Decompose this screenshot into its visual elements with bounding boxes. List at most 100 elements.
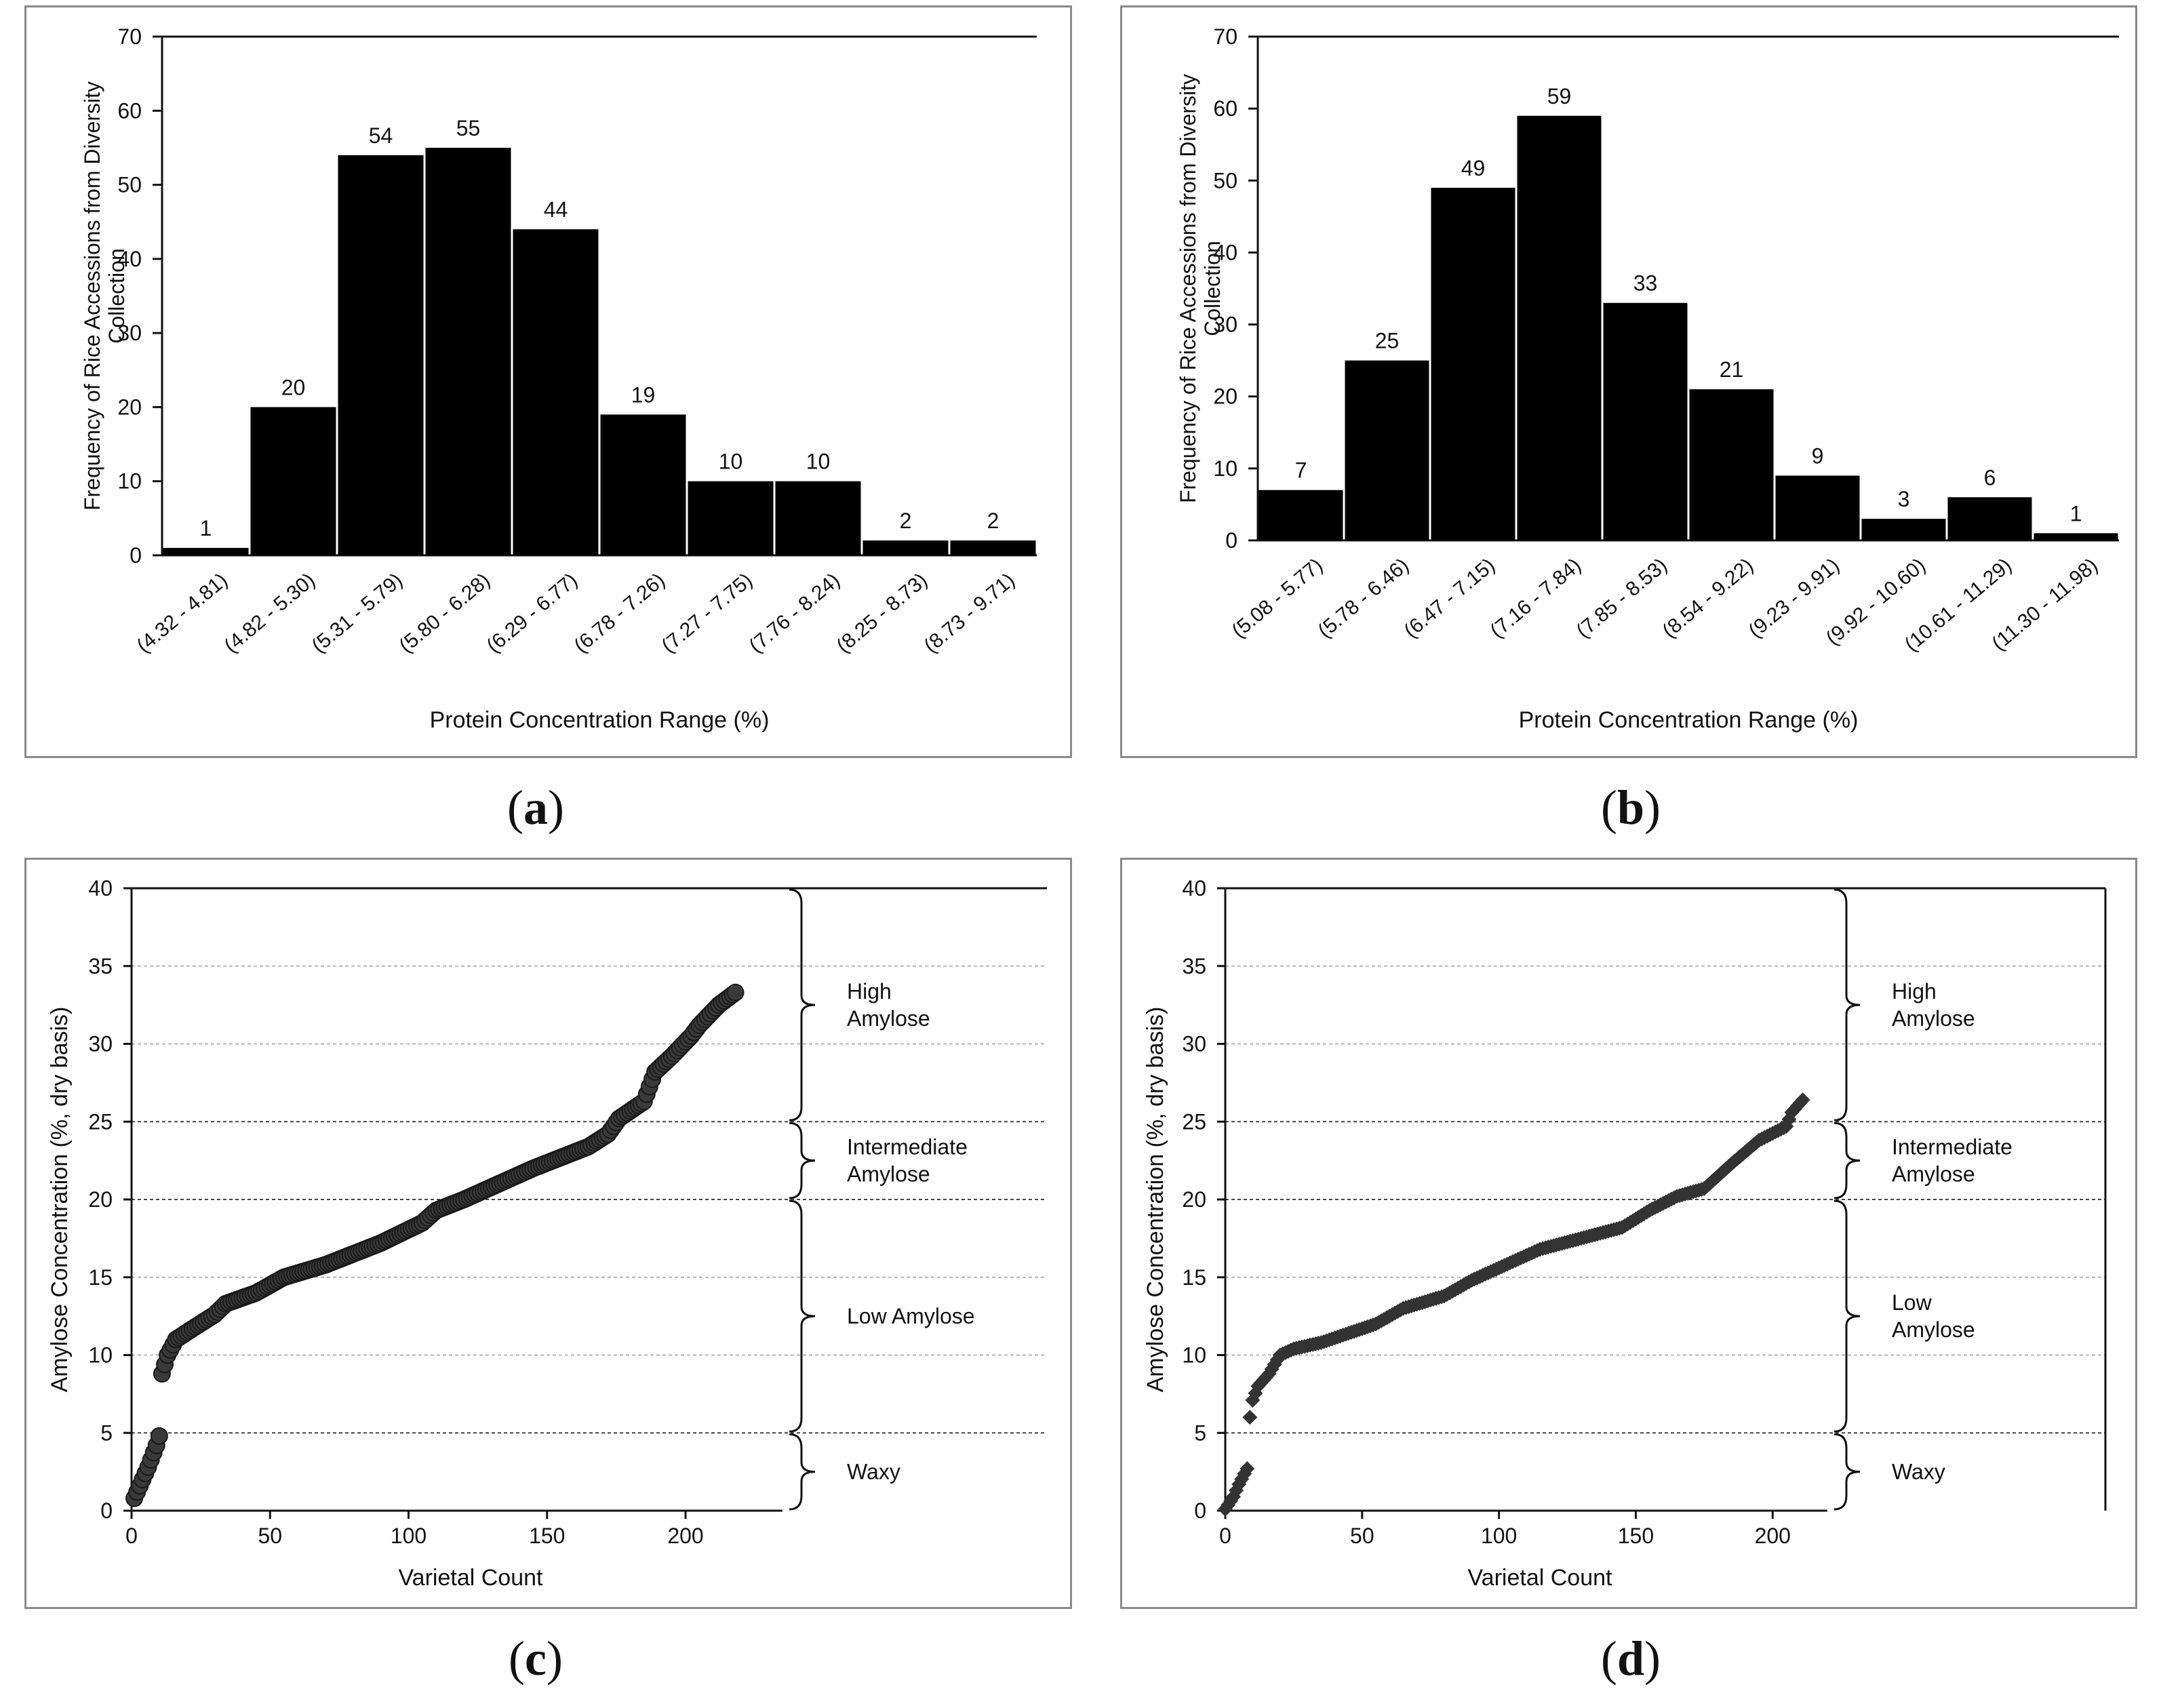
y-tick-label: 30 <box>117 321 142 345</box>
chart-a-svg: 0 10 20 30 40 50 60 70 1 (4.32 - 4.81) 20 (4.82 - 5… <box>80 24 1037 733</box>
bar-7 <box>688 481 774 555</box>
range-label: High Amylose <box>1892 979 1975 1031</box>
x-tick-label: 150 <box>529 1524 565 1548</box>
y-axis-title-line: Collection <box>104 248 129 344</box>
y-tick-label: 10 <box>88 1343 113 1368</box>
y-tick-label: 20 <box>117 395 142 419</box>
range-bracket <box>789 888 816 1121</box>
x-category-label: (7.76 - 8.24) <box>745 569 844 657</box>
x-category-label: (5.08 - 5.77) <box>1228 554 1327 642</box>
range-label-line: Waxy <box>847 1460 900 1484</box>
y-tick-label: 30 <box>88 1032 113 1056</box>
x-tick-label: 50 <box>1350 1524 1374 1548</box>
bar-9 <box>863 540 949 555</box>
bar-data-label: 1 <box>2070 501 2082 525</box>
range-bracket <box>1833 888 1861 1121</box>
y-tick-label: 30 <box>1182 1032 1206 1056</box>
bar-8 <box>1861 519 1946 540</box>
x-tick-label: 200 <box>1755 1524 1791 1548</box>
bar-9 <box>1947 497 2032 540</box>
y-tick-label: 50 <box>1213 168 1237 193</box>
range-label-line: Low <box>1892 1290 1932 1315</box>
bar-6 <box>1689 389 1774 540</box>
data-point <box>1779 1119 1794 1134</box>
range-label-line: Amylose <box>1892 1317 1975 1342</box>
range-label: Low Amylose <box>1892 1290 1975 1342</box>
x-tick-label: 0 <box>125 1524 138 1548</box>
y-tick-label: 15 <box>88 1265 113 1290</box>
bar-4 <box>425 147 511 555</box>
y-axis-title: Frequency of Rice Accessions from Divers… <box>1176 74 1225 503</box>
x-tick-label: 200 <box>667 1524 703 1548</box>
x-category-label: (4.82 - 5.30) <box>220 569 319 657</box>
range-bracket <box>789 1121 816 1199</box>
data-point <box>1242 1410 1258 1425</box>
bar-3 <box>1431 187 1515 540</box>
bar-10 <box>2034 533 2118 540</box>
caption-b: (b) <box>1600 780 1661 835</box>
data-point <box>1245 1393 1261 1408</box>
x-category-label: (5.31 - 5.79) <box>308 569 407 657</box>
y-tick-label: 70 <box>1213 24 1237 49</box>
bar-4 <box>1517 115 1602 540</box>
chart-panel-d: 0 5 10 15 20 25 30 35 40 0 50 100 150 200 High Amylose I… <box>1120 858 2137 1609</box>
y-tick-label: 40 <box>1213 240 1237 264</box>
range-label-line: Amylose <box>1892 1162 1975 1187</box>
range-label-line: Amylose <box>847 1162 930 1187</box>
range-label-line: Intermediate <box>1892 1135 2013 1159</box>
y-tick-label: 10 <box>1182 1343 1206 1368</box>
data-point <box>1226 1489 1242 1505</box>
range-label-line: Low Amylose <box>847 1304 975 1328</box>
bar-data-label: 19 <box>631 382 656 407</box>
bar-data-label: 9 <box>1812 443 1824 468</box>
bar-10 <box>950 540 1036 555</box>
y-tick-label: 35 <box>1182 954 1206 978</box>
data-point <box>150 1427 168 1445</box>
bar-3 <box>338 155 424 555</box>
y-tick-label: 5 <box>100 1421 113 1445</box>
x-tick-label: 150 <box>1618 1524 1654 1548</box>
range-label: Intermediate Amylose <box>847 1135 968 1187</box>
bar-1 <box>1258 490 1343 540</box>
range-label-line: High <box>1892 979 1937 1004</box>
y-axis-title: Amylose Concentration (%, dry basis) <box>1143 1007 1168 1393</box>
chart-panel-b: 0 10 20 30 40 50 60 70 7 (5.08 - 5.77) 25 (5.78 - 6… <box>1120 5 2137 758</box>
bar-data-label: 10 <box>719 450 743 474</box>
y-tick-label: 25 <box>1182 1109 1206 1134</box>
chart-b-svg: 0 10 20 30 40 50 60 70 7 (5.08 - 5.77) 25 (5.78 - 6… <box>1176 24 2119 733</box>
bar-data-label: 3 <box>1898 487 1910 511</box>
bar-8 <box>775 481 861 555</box>
y-tick-label: 25 <box>88 1109 113 1134</box>
bar-data-label: 49 <box>1461 156 1486 180</box>
y-tick-label: 60 <box>117 98 142 123</box>
caption-c: (c) <box>509 1631 563 1686</box>
bar-6 <box>600 414 686 555</box>
x-category-label: (4.32 - 4.81) <box>133 569 232 657</box>
y-tick-label: 10 <box>117 469 142 494</box>
range-bracket <box>789 1199 816 1433</box>
x-category-label: (5.78 - 6.46) <box>1314 554 1413 642</box>
bar-data-label: 59 <box>1547 84 1572 108</box>
y-tick-label: 40 <box>117 247 142 271</box>
y-tick-label: 40 <box>88 876 113 900</box>
y-tick-label: 30 <box>1213 313 1237 337</box>
range-bracket <box>1833 1433 1861 1511</box>
x-tick-label: 100 <box>391 1524 427 1548</box>
data-point <box>1795 1092 1810 1108</box>
chart-panel-c: 0 5 10 15 20 25 30 35 40 0 50 100 150 200 High Amylose I… <box>24 858 1072 1609</box>
x-category-label: (6.47 - 7.15) <box>1400 554 1499 642</box>
x-category-label: (6.78 - 7.26) <box>570 569 669 657</box>
x-axis-title: Varietal Count <box>399 1565 543 1591</box>
range-label-line: Waxy <box>1892 1460 1945 1484</box>
y-tick-label: 70 <box>117 24 142 49</box>
range-label-line: High <box>847 979 892 1004</box>
range-label: Low Amylose <box>847 1304 975 1328</box>
bar-data-label: 6 <box>1984 465 1996 490</box>
range-bracket <box>789 1433 816 1511</box>
bar-data-label: 33 <box>1633 271 1658 296</box>
y-tick-label: 40 <box>1182 876 1206 900</box>
data-point <box>726 983 745 1001</box>
bar-7 <box>1775 475 1860 540</box>
x-category-label: (7.27 - 7.75) <box>658 569 757 657</box>
